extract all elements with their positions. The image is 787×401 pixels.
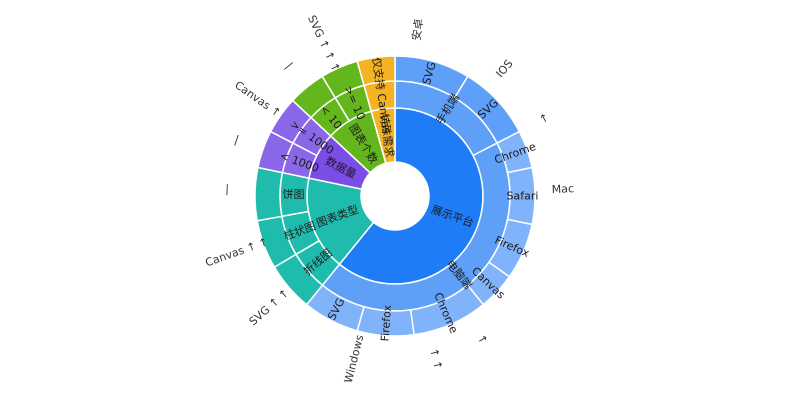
- outer-label-8: Canvas ↑ ↑: [204, 235, 270, 269]
- outer-label-7: SVG ↑ ↑: [247, 286, 292, 328]
- outer-label-5: ↑ ↑: [427, 347, 445, 371]
- outer-label-4: ↑: [474, 332, 490, 347]
- outer-label-3: Mac: [551, 182, 574, 196]
- outer-label-10: |: [233, 133, 241, 146]
- rings-layer: [254, 55, 536, 337]
- ring-2-label-3: Safari: [507, 190, 539, 203]
- ring-2-segment-16[interactable]: [356, 55, 396, 87]
- ring-2-segment-11[interactable]: [254, 166, 284, 222]
- ring-2-label-0: SVG: [420, 60, 439, 86]
- outer-label-0: 安卓: [409, 18, 426, 42]
- outer-label-1: IOS: [493, 57, 515, 80]
- ring-2-label-7: Firefox: [379, 304, 394, 342]
- outer-label-13: SVG ↑ ↑ ↑: [305, 13, 343, 74]
- ring-1-label-4: 饼图: [282, 187, 304, 201]
- outer-label-9: |: [225, 183, 229, 196]
- center-hole: [361, 162, 429, 230]
- outer-label-12: |: [283, 60, 295, 71]
- outer-label-6: Windows: [342, 333, 367, 384]
- outer-label-2: ↑: [537, 111, 551, 127]
- outer-label-11: Canvas ↑: [232, 78, 283, 119]
- ring-0-label-4: 特殊需求: [377, 113, 397, 158]
